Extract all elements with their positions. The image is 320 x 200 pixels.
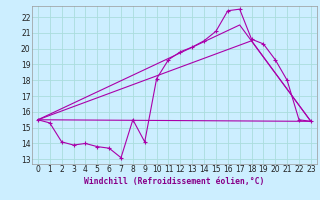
X-axis label: Windchill (Refroidissement éolien,°C): Windchill (Refroidissement éolien,°C)	[84, 177, 265, 186]
